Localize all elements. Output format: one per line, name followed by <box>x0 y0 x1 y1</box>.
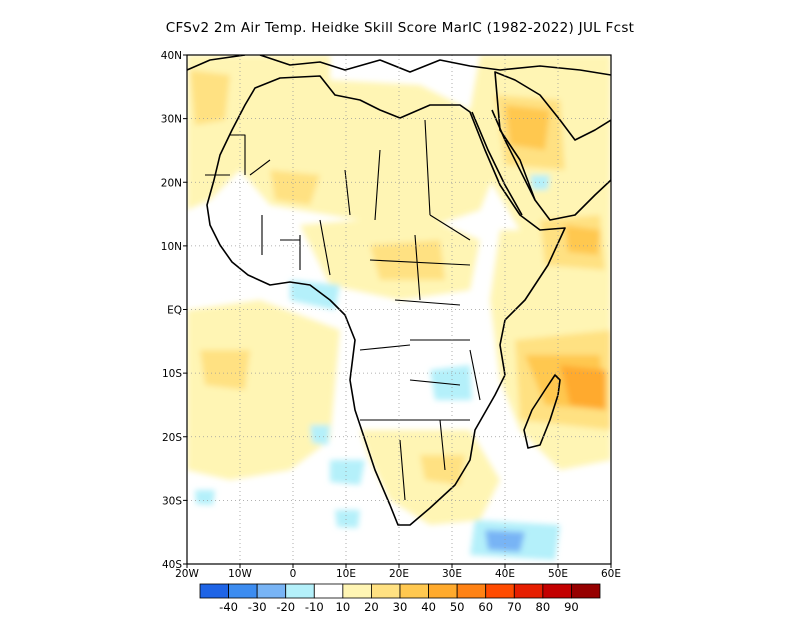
cyan-patch <box>430 365 472 400</box>
colorbar-label: 20 <box>364 600 379 614</box>
colorbar-label: 80 <box>536 600 551 614</box>
colorbar-swatch <box>285 583 315 599</box>
colorbar-swatch <box>513 583 544 599</box>
y-tick-label: 40S <box>162 559 182 571</box>
x-tick-label: 10E <box>336 568 356 580</box>
colorbar-swatch <box>313 583 344 599</box>
colorbar-label: -30 <box>248 600 267 614</box>
y-tick-label: 30N <box>161 114 182 126</box>
x-tick-label: 20W <box>175 568 199 580</box>
africa-coastline <box>206 75 566 526</box>
colorbar-label: -10 <box>305 600 324 614</box>
y-tick-label: 10S <box>162 368 182 380</box>
colorbar-swatch <box>485 583 515 599</box>
cyan-patch <box>195 490 215 505</box>
colorbar-swatch <box>199 583 229 599</box>
colorbar-swatch <box>399 583 429 599</box>
colorbar-label: 60 <box>478 600 493 614</box>
y-tick-label: 20S <box>162 432 182 444</box>
colorbar-label: 50 <box>450 600 465 614</box>
y-tick-label: 20N <box>161 177 182 189</box>
x-tick-label: 30E <box>442 568 462 580</box>
colorbar-label: 10 <box>336 600 351 614</box>
colorbar-swatch <box>542 583 572 599</box>
y-tick-label: 30S <box>162 495 182 507</box>
pale-yellow-region-atlantic-south <box>187 300 340 480</box>
light-yellow-patch <box>190 70 230 125</box>
x-tick-label: 10W <box>228 568 252 580</box>
border-lines <box>205 119 481 501</box>
cyan-patch <box>290 280 340 310</box>
axis-ticks: 20W 10W 0 10E 20E 30E 40E 50E 60E 40N 30N 20N 10N EQ 1… <box>161 50 621 580</box>
madagascar-coastline <box>523 374 561 449</box>
red-sea <box>471 109 536 216</box>
map-title: CFSv2 2m Air Temp. Heidke Skill Score Ma… <box>165 20 635 36</box>
colorbar-swatch <box>571 583 601 599</box>
y-tick-label: 10N <box>161 241 182 253</box>
y-tick-label: EQ <box>167 305 182 317</box>
orange-patch <box>505 105 550 150</box>
colorbar-swatch <box>342 583 372 599</box>
light-yellow-patch <box>420 455 465 485</box>
colorbar-swatch <box>371 583 401 599</box>
cyan-patch <box>330 460 365 485</box>
colorbar-label: -40 <box>219 600 238 614</box>
arabia-coastline <box>494 71 611 221</box>
x-tick-label: 20E <box>389 568 409 580</box>
light-yellow-patch <box>370 240 445 280</box>
colorbar-label: 30 <box>393 600 408 614</box>
colorbar-swatch <box>456 583 487 599</box>
cyan-patch <box>310 425 330 445</box>
colorbar-label: 40 <box>421 600 436 614</box>
x-tick-label: 0 <box>290 568 297 580</box>
y-tick-label: 40N <box>161 50 182 62</box>
cyan-patch <box>335 510 360 528</box>
colorbar-swatch <box>428 583 458 599</box>
light-yellow-patch <box>200 350 250 390</box>
orange-patch <box>560 365 606 410</box>
x-tick-label: 50E <box>548 568 568 580</box>
blue-patch <box>485 530 525 552</box>
colorbar-label: 70 <box>507 600 522 614</box>
colorbar-label: -20 <box>276 600 295 614</box>
coastlines <box>187 55 611 526</box>
light-yellow-patch <box>270 170 320 205</box>
orange-patch <box>565 225 600 255</box>
colorbar-swatch <box>228 583 258 599</box>
colorbar-label: 90 <box>564 600 579 614</box>
europe-coastline <box>187 55 611 76</box>
x-tick-label: 60E <box>601 568 621 580</box>
colorbar-swatch <box>256 583 287 599</box>
x-tick-label: 40E <box>495 568 515 580</box>
grid-lines <box>187 55 611 564</box>
colorbar: -40 -30 -20 -10 10 20 30 40 50 60 70 80 90 <box>199 583 601 614</box>
